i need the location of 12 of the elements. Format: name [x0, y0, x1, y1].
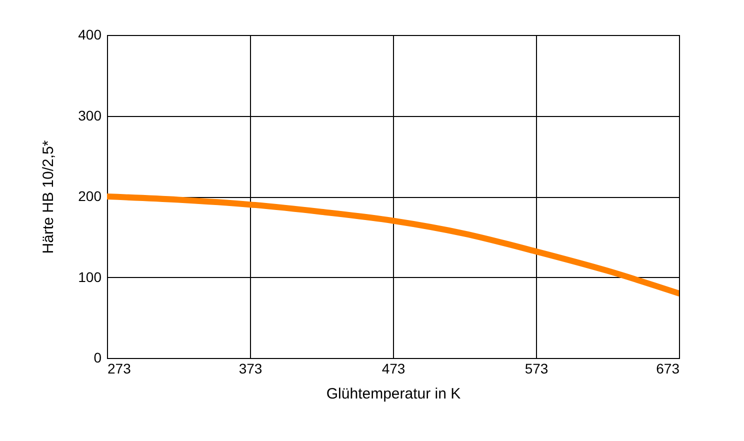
- y-tick-label: 100: [78, 268, 102, 285]
- y-tick-label: 0: [94, 350, 102, 366]
- y-axis-title: Härte HB 10/2,5*: [40, 140, 58, 254]
- x-tick-label: 273: [108, 360, 132, 376]
- x-tick-label: 473: [382, 360, 406, 376]
- x-tick-label: 373: [238, 360, 262, 376]
- y-tick-label: 300: [78, 107, 102, 124]
- y-tick-label: 200: [78, 188, 102, 204]
- x-axis-title: Glühtemperatur in K: [326, 386, 461, 402]
- y-tick-label: 400: [78, 26, 102, 42]
- x-tick-label: 573: [524, 360, 548, 376]
- x-tick-label: 673: [656, 360, 680, 376]
